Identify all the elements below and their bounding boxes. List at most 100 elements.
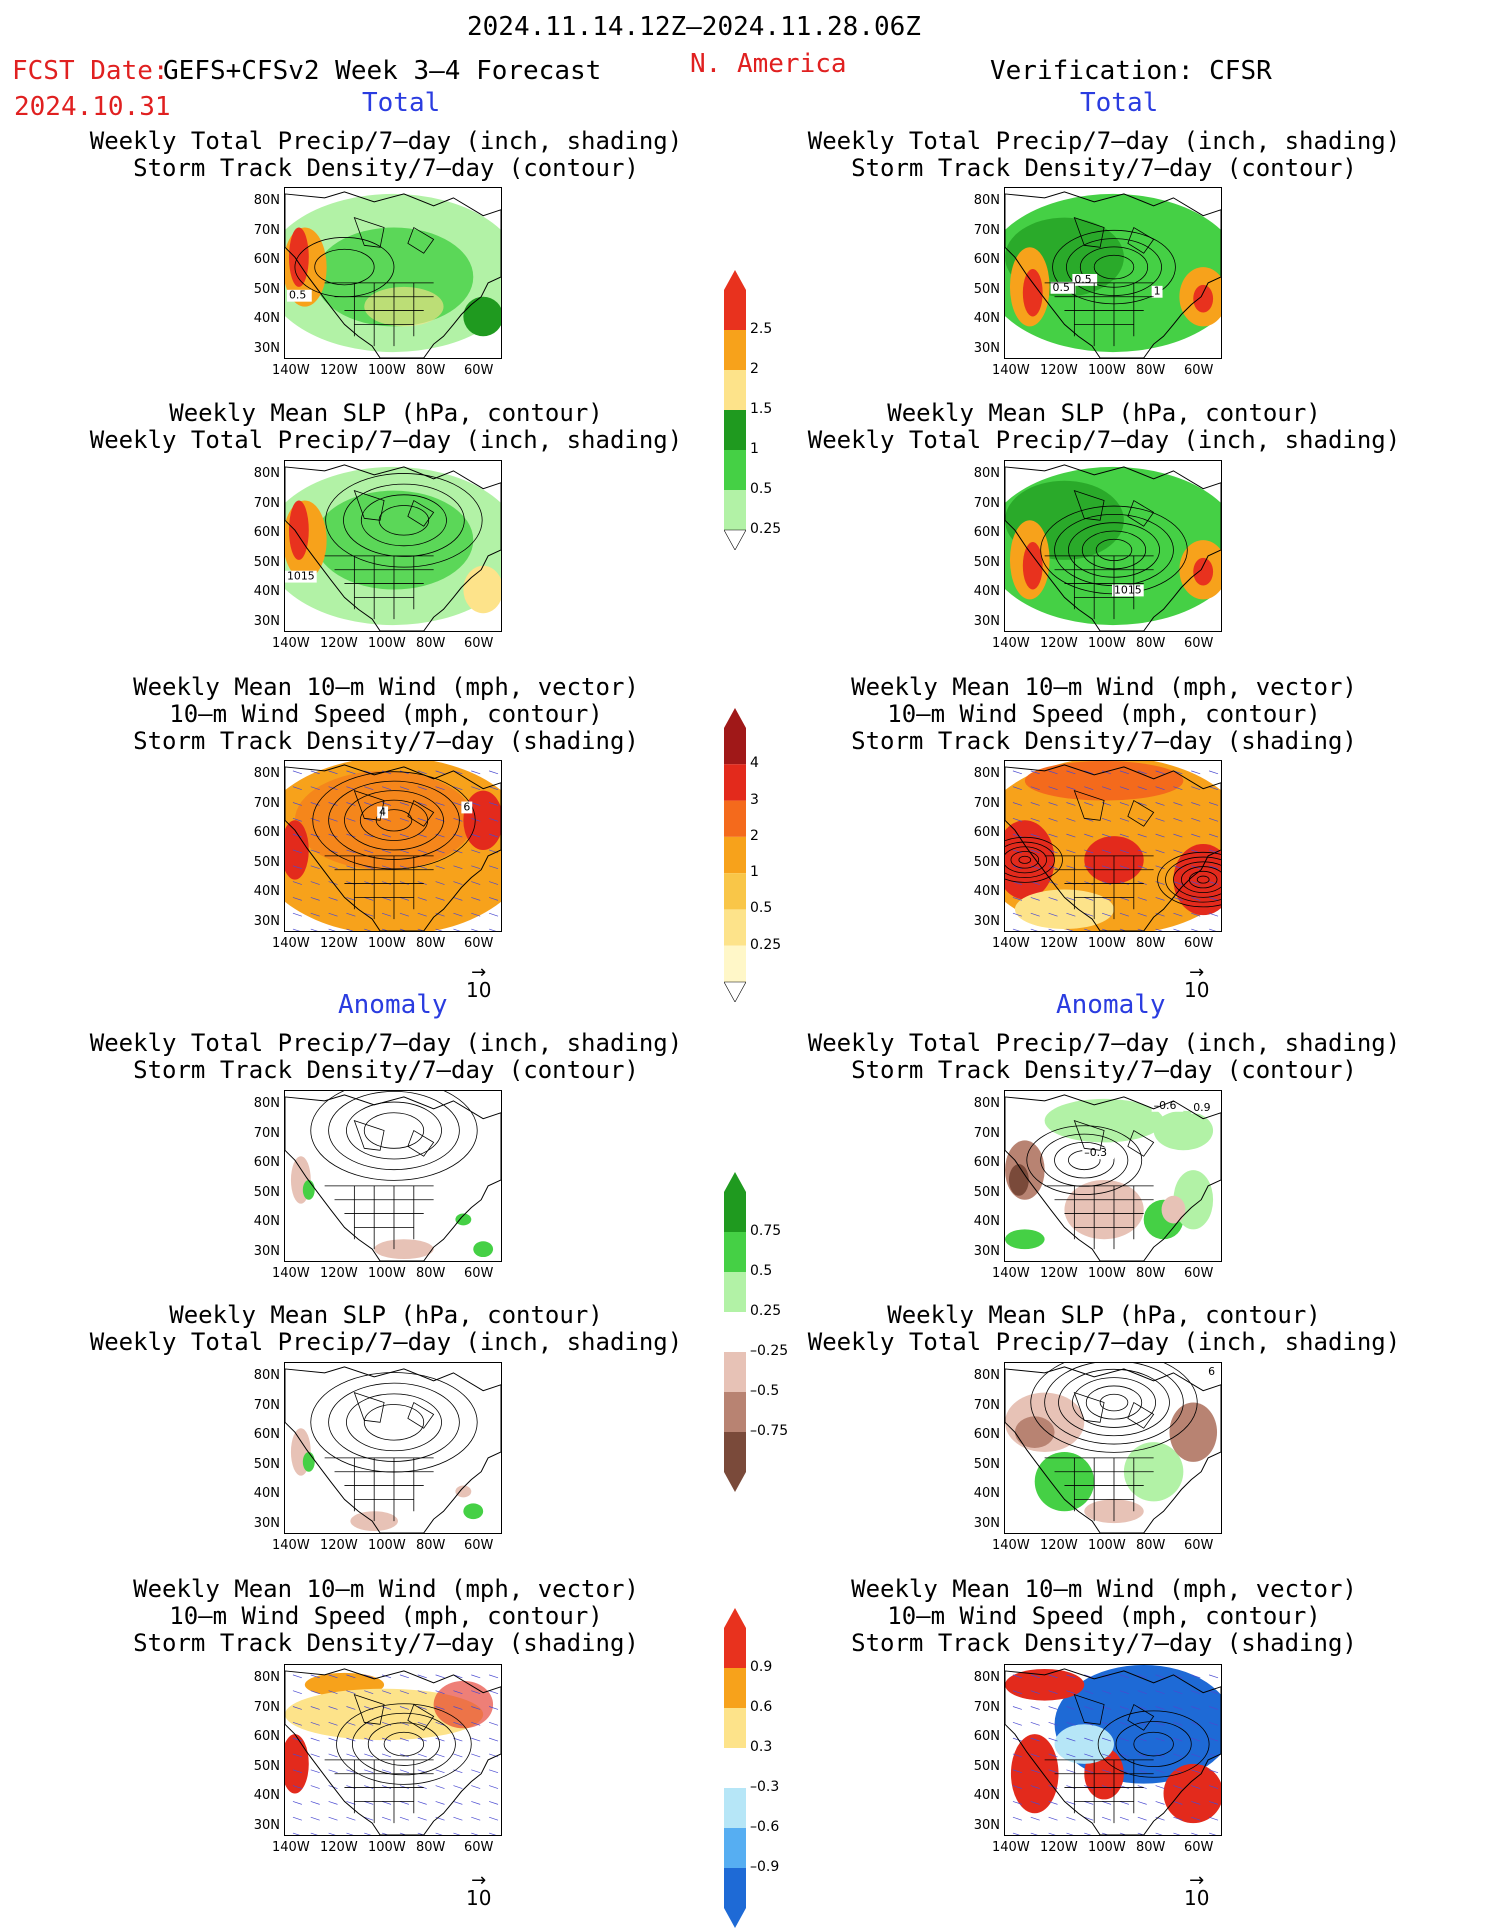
section-total-left: Total (362, 88, 441, 118)
map-cfsr-total-wind (1004, 760, 1222, 932)
lon-tick-label: 140W (272, 1840, 310, 1855)
section-anomaly-right: Anomaly (1056, 990, 1166, 1020)
colorbar-tick-label: 0.5 (750, 900, 773, 917)
lon-tick-label: 60W (1184, 1538, 1214, 1553)
lon-tick-label: 80W (416, 936, 446, 951)
title-cfsr-total-slp: Weekly Mean SLP (hPa, contour) Weekly To… (744, 400, 1464, 454)
colorbar-storm-total (723, 708, 747, 1006)
title-line: Weekly Mean 10–m Wind (mph, vector) (133, 673, 639, 701)
lat-tick-label: 30N (973, 613, 1000, 629)
lat-tick-label: 30N (253, 1515, 280, 1531)
region-label: N. America (690, 49, 847, 79)
svg-text:4: 4 (379, 805, 386, 818)
lon-tick-label: 100W (1088, 363, 1126, 378)
colorbar-tick-label: 0.3 (750, 1739, 773, 1755)
lon-tick-label: 100W (1088, 1538, 1126, 1553)
section-anomaly-left: Anomaly (338, 990, 448, 1020)
lat-tick-label: 40N (253, 884, 280, 899)
lat-tick-label: 80N (253, 193, 280, 208)
lat-tick-label: 70N (973, 495, 1000, 511)
lat-tick-label: 80N (973, 466, 1000, 481)
map-fcst-anom-precip (284, 1090, 502, 1262)
lon-tick-label: 140W (992, 1266, 1030, 1281)
lon-tick-label: 100W (1088, 1840, 1126, 1855)
title-cfsr-anom-slp: Weekly Mean SLP (hPa, contour) Weekly To… (744, 1302, 1464, 1356)
colorbar-tick-label: 2 (750, 361, 759, 377)
title-line: Weekly Total Precip/7–day (inch, shading… (807, 127, 1401, 155)
colorbar-tick-label: 1 (750, 864, 759, 881)
lat-tick-label: 50N (973, 554, 1000, 570)
lon-tick-label: 60W (1184, 1840, 1214, 1855)
lon-tick-label: 120W (320, 1266, 358, 1281)
svg-text:–0.3: –0.3 (1084, 1146, 1107, 1159)
colorbar-tick-label: –0.9 (750, 1859, 780, 1875)
lat-tick-label: 30N (973, 913, 1000, 929)
lat-tick-label: 30N (253, 340, 280, 356)
lat-tick-label: 80N (973, 1670, 1000, 1685)
lon-tick-label: 120W (1040, 1266, 1078, 1281)
title-cfsr-anom-precip: Weekly Total Precip/7–day (inch, shading… (744, 1030, 1464, 1084)
colorbar-tick-label: 2.5 (750, 321, 773, 337)
lon-tick-label: 80W (1136, 1266, 1166, 1281)
colorbar-tick-label: –0.3 (750, 1779, 780, 1795)
lat-tick-label: 60N (973, 1427, 1000, 1442)
fcst-date-prefix: FCST Date: (12, 56, 169, 86)
lon-tick-label: 100W (1088, 636, 1126, 651)
lat-tick-label: 60N (253, 252, 280, 267)
lat-tick-label: 40N (253, 1214, 280, 1229)
lat-tick-label: 80N (973, 766, 1000, 781)
lat-tick-label: 70N (973, 795, 1000, 811)
title-cfsr-total-wind: Weekly Mean 10–m Wind (mph, vector) 10–m… (744, 674, 1464, 755)
vector-ref-label: 10 (1184, 978, 1210, 1002)
title-line: 10–m Wind Speed (mph, contour) (169, 1602, 603, 1630)
lat-tick-label: 50N (253, 281, 280, 297)
map-fcst-anom-wind (284, 1664, 502, 1836)
svg-text:6: 6 (1208, 1365, 1215, 1378)
title-line: Weekly Total Precip/7–day (inch, shading… (89, 1328, 683, 1356)
svg-text:1: 1 (1154, 285, 1161, 298)
colorbar-tick-label: 0.25 (750, 521, 782, 537)
lon-tick-label: 100W (1088, 936, 1126, 951)
lat-tick-label: 40N (973, 584, 1000, 599)
lon-tick-label: 60W (464, 636, 494, 651)
colorbar-tick-label: –0.6 (750, 1819, 780, 1835)
lat-tick-label: 80N (253, 766, 280, 781)
lat-tick-label: 70N (973, 1699, 1000, 1715)
title-line: Weekly Total Precip/7–day (inch, shading… (807, 1029, 1401, 1057)
lon-tick-label: 140W (272, 1266, 310, 1281)
title-line: Storm Track Density/7–day (contour) (851, 154, 1357, 182)
map-cfsr-anom-wind (1004, 1664, 1222, 1836)
lat-tick-label: 50N (253, 854, 280, 870)
lon-tick-label: 120W (1040, 1538, 1078, 1553)
lon-tick-label: 120W (320, 936, 358, 951)
lat-tick-label: 30N (253, 1817, 280, 1833)
title-line: Storm Track Density/7–day (shading) (133, 1629, 639, 1657)
lon-tick-label: 120W (1040, 363, 1078, 378)
lat-tick-label: 50N (253, 554, 280, 570)
title-line: Weekly Mean SLP (hPa, contour) (887, 1301, 1321, 1329)
svg-text:0.5: 0.5 (1074, 273, 1091, 286)
lat-tick-label: 30N (973, 340, 1000, 356)
lon-tick-label: 60W (464, 1538, 494, 1553)
lon-tick-label: 60W (1184, 1266, 1214, 1281)
lon-tick-label: 100W (368, 936, 406, 951)
lon-tick-label: 60W (1184, 636, 1214, 651)
lon-tick-label: 80W (1136, 636, 1166, 651)
lat-tick-label: 70N (973, 222, 1000, 238)
title-line: Weekly Mean 10–m Wind (mph, vector) (851, 673, 1357, 701)
map-fcst-total-precip: 0.5 (284, 187, 502, 359)
lon-tick-label: 100W (368, 363, 406, 378)
fcst-model: GEFS+CFSv2 Week 3–4 Forecast (163, 56, 602, 86)
lon-tick-label: 60W (464, 363, 494, 378)
lat-tick-label: 60N (253, 825, 280, 840)
lat-tick-label: 50N (973, 1758, 1000, 1774)
lon-tick-label: 80W (1136, 936, 1166, 951)
lon-tick-label: 60W (464, 1840, 494, 1855)
lat-tick-label: 70N (973, 1125, 1000, 1141)
vector-ref-label: 10 (466, 1886, 492, 1910)
lat-tick-label: 30N (973, 1515, 1000, 1531)
lat-tick-label: 70N (973, 1397, 1000, 1413)
colorbar-storm-anom (724, 1608, 746, 1932)
map-cfsr-total-precip: 0.5 0.5 1 (1004, 187, 1222, 359)
